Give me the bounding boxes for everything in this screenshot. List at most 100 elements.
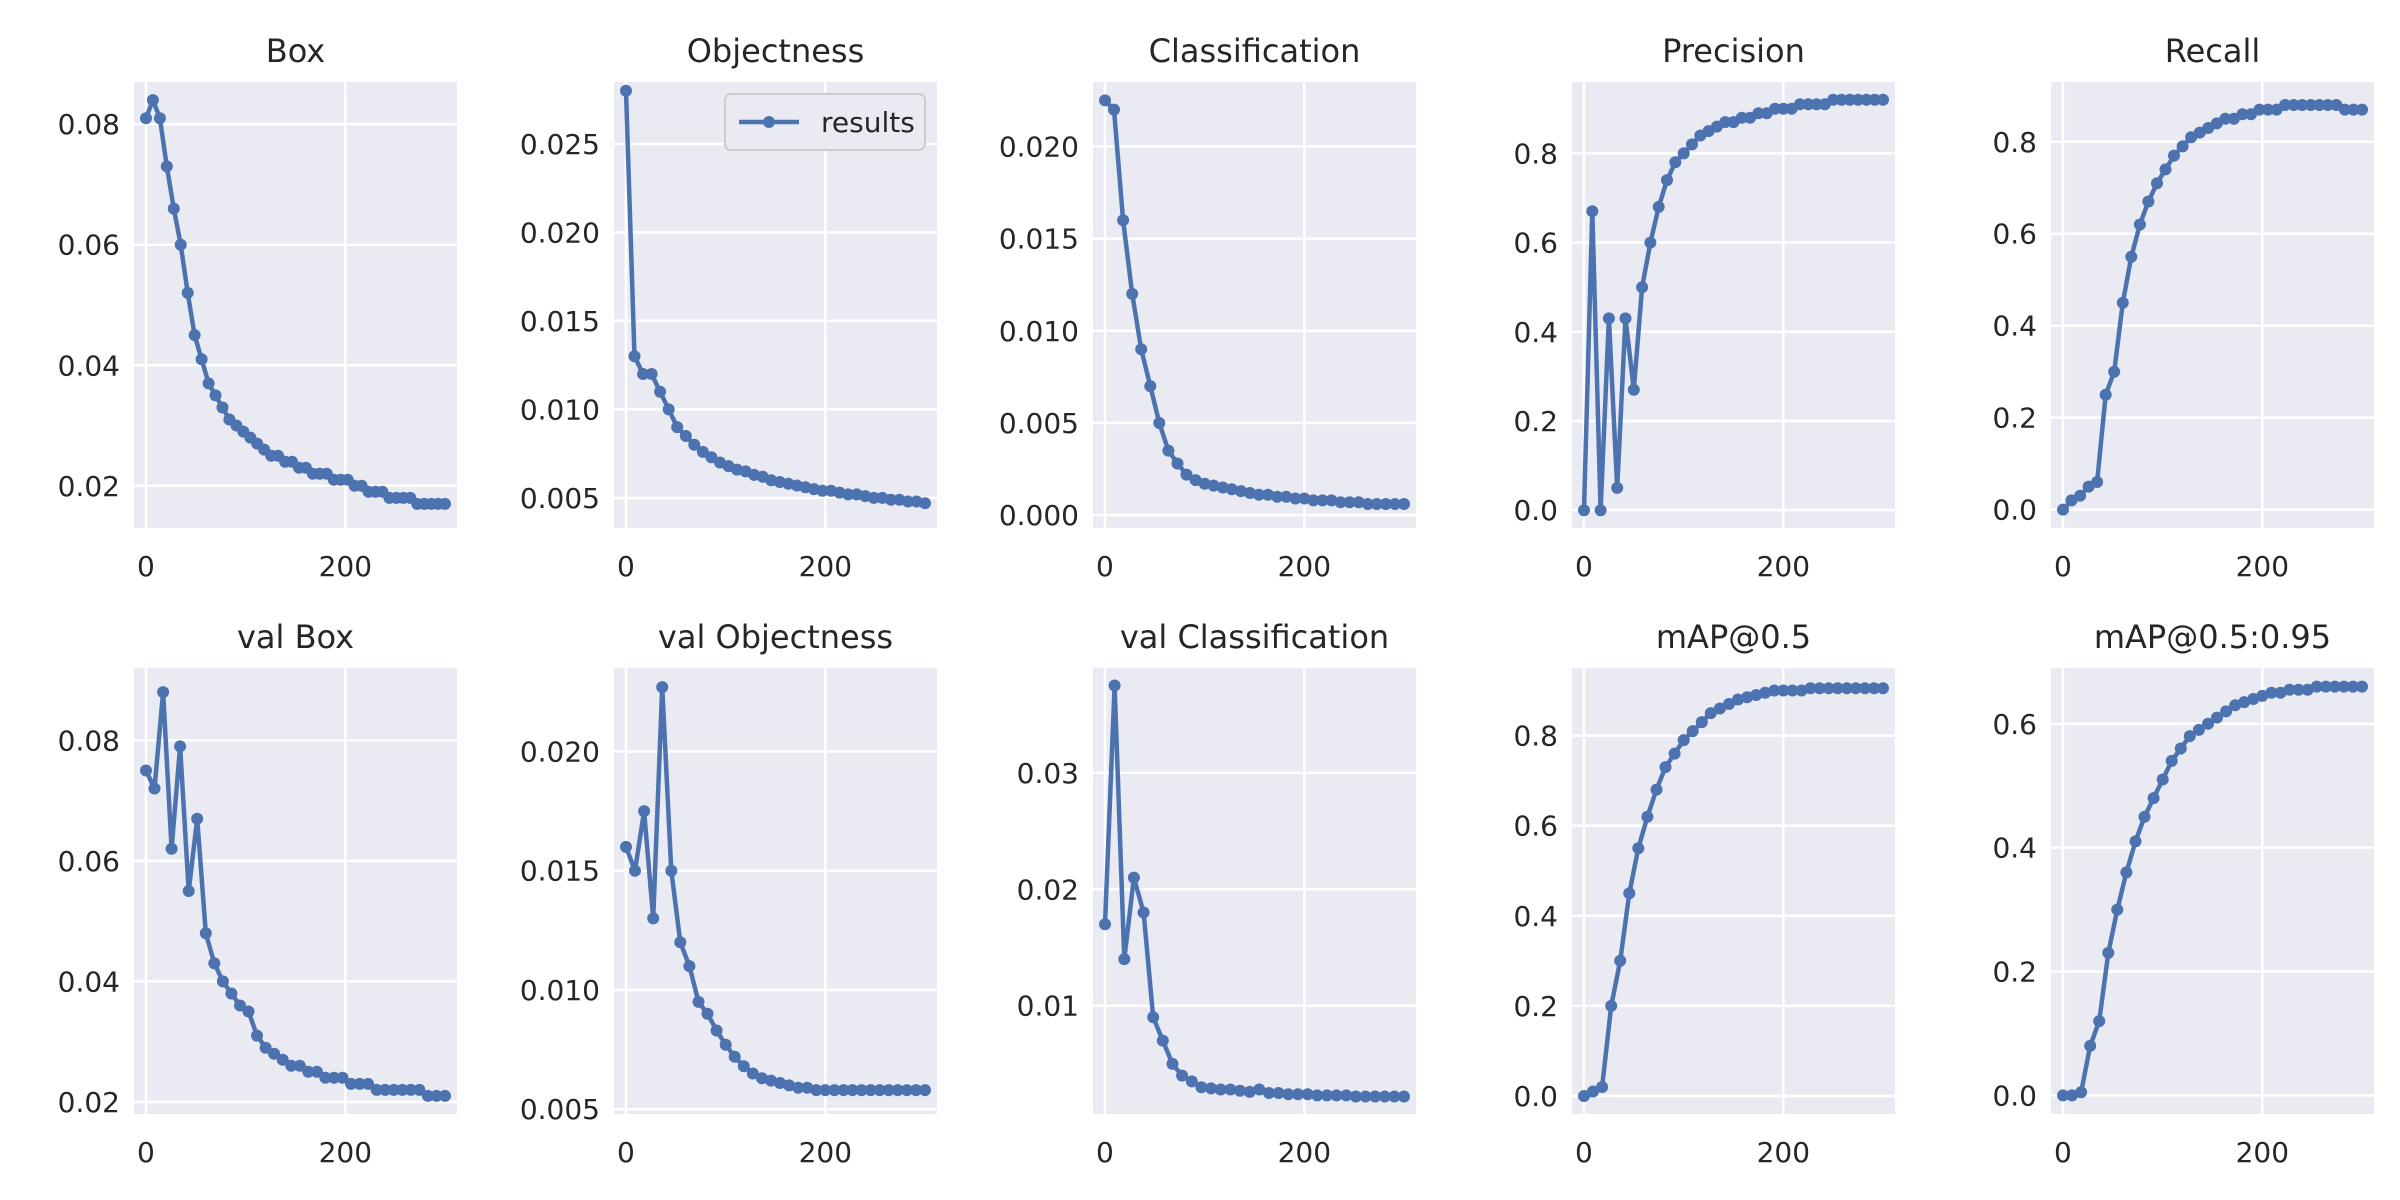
data-point: [1207, 479, 1220, 492]
data-point: [202, 377, 215, 390]
data-point: [225, 987, 238, 1000]
data-point: [665, 864, 678, 877]
data-point: [140, 764, 152, 777]
data-point: [654, 385, 667, 398]
data-point: [379, 1083, 392, 1096]
data-point: [1198, 477, 1211, 490]
data-point: [816, 484, 829, 497]
data-point: [1185, 1075, 1198, 1088]
data-point: [674, 936, 687, 949]
data-point: [2057, 1089, 2069, 1102]
data-point: [439, 1089, 451, 1102]
data-point: [2151, 177, 2163, 190]
data-point: [810, 1084, 823, 1097]
data-point: [1195, 1081, 1208, 1094]
y-tick-label: 0.01: [1017, 990, 1079, 1023]
data-point: [1262, 488, 1275, 501]
y-tick-label: 0.06: [58, 229, 120, 262]
data-point: [2283, 683, 2296, 696]
data-point: [2229, 699, 2242, 712]
data-point: [1813, 682, 1826, 695]
data-point: [1352, 496, 1365, 509]
data-point: [1877, 682, 1889, 695]
data-point: [251, 1029, 263, 1042]
data-point: [1843, 93, 1856, 106]
data-point: [1359, 1090, 1372, 1103]
data-point: [637, 368, 650, 380]
data-point: [1349, 1090, 1362, 1103]
data-point: [1723, 698, 1735, 710]
y-tick-label: 0.2: [1992, 956, 2037, 989]
panel-classification: 0.000 0.005 0.010 0.015 0.020 0 200 Classificat…: [999, 32, 1416, 583]
data-point: [1398, 1090, 1410, 1103]
data-point: [1253, 1083, 1266, 1096]
y-tick-label: 0.005: [520, 482, 600, 515]
data-point: [319, 1071, 332, 1084]
y-tick-label: 0.03: [1017, 757, 1079, 790]
data-point: [2133, 218, 2146, 231]
data-point: [310, 1065, 323, 1078]
data-point: [2183, 730, 2196, 743]
data-point: [2057, 503, 2069, 516]
data-point: [242, 1005, 255, 1018]
x-tick-label: 0: [1096, 550, 1114, 583]
panel-title: val Objectness: [658, 618, 893, 656]
data-point: [1669, 156, 1682, 169]
data-point: [737, 1060, 750, 1073]
data-point: [1117, 214, 1130, 227]
y-tick-label: 0.015: [520, 855, 600, 888]
panel-map-0-5-0-95: 0.0 0.2 0.4 0.6 0 200 mAP@0.5:0.95: [1992, 618, 2374, 1169]
data-point: [345, 1077, 357, 1090]
data-point: [1370, 498, 1383, 510]
data-point: [2338, 103, 2351, 116]
panel-val-box: 0.02 0.04 0.06 0.08 0 200 val Box: [58, 618, 457, 1169]
data-point: [2347, 103, 2360, 116]
data-point: [1868, 93, 1881, 106]
data-point: [2102, 946, 2115, 959]
data-point: [2108, 365, 2121, 378]
data-point: [1272, 1087, 1285, 1099]
data-point: [1768, 684, 1781, 697]
data-point: [293, 1059, 306, 1072]
y-tick-label: 0.4: [1513, 900, 1558, 933]
data-point: [1802, 98, 1815, 111]
data-point: [2304, 99, 2317, 111]
data-point: [1289, 492, 1302, 505]
data-point: [1378, 1090, 1391, 1103]
data-point: [2219, 112, 2232, 125]
data-point: [430, 1089, 443, 1102]
data-point: [199, 927, 212, 940]
y-tick-label: 0.8: [1992, 126, 2037, 159]
data-point: [719, 1038, 732, 1051]
data-point: [153, 112, 166, 125]
data-point: [2125, 250, 2138, 263]
data-point: [181, 286, 194, 299]
data-point: [2238, 696, 2251, 709]
data-point: [2192, 723, 2205, 736]
data-point: [656, 681, 669, 694]
data-point: [1831, 682, 1844, 695]
data-point: [710, 1024, 723, 1037]
data-point: [2176, 140, 2189, 153]
y-tick-label: 0.4: [1992, 310, 2037, 343]
data-point: [1860, 93, 1873, 106]
panel-title: val Box: [237, 618, 354, 656]
data-point: [2310, 680, 2323, 693]
x-tick-label: 0: [1575, 550, 1593, 583]
data-point: [867, 491, 880, 504]
x-tick-label: 0: [137, 550, 155, 583]
data-point: [188, 329, 201, 342]
y-tick-label: 0.04: [58, 965, 120, 998]
data-point: [1398, 498, 1410, 510]
data-point: [439, 497, 451, 510]
data-point: [901, 495, 914, 508]
data-point: [234, 999, 246, 1012]
data-point: [774, 1077, 786, 1089]
data-point: [828, 1084, 841, 1097]
data-point: [2262, 103, 2274, 116]
y-tick-label: 0.000: [999, 499, 1079, 532]
panel-title: val Classification: [1120, 618, 1389, 656]
data-point: [1379, 498, 1392, 510]
y-tick-label: 0.2: [1992, 402, 2037, 435]
y-tick-label: 0.010: [520, 974, 600, 1007]
